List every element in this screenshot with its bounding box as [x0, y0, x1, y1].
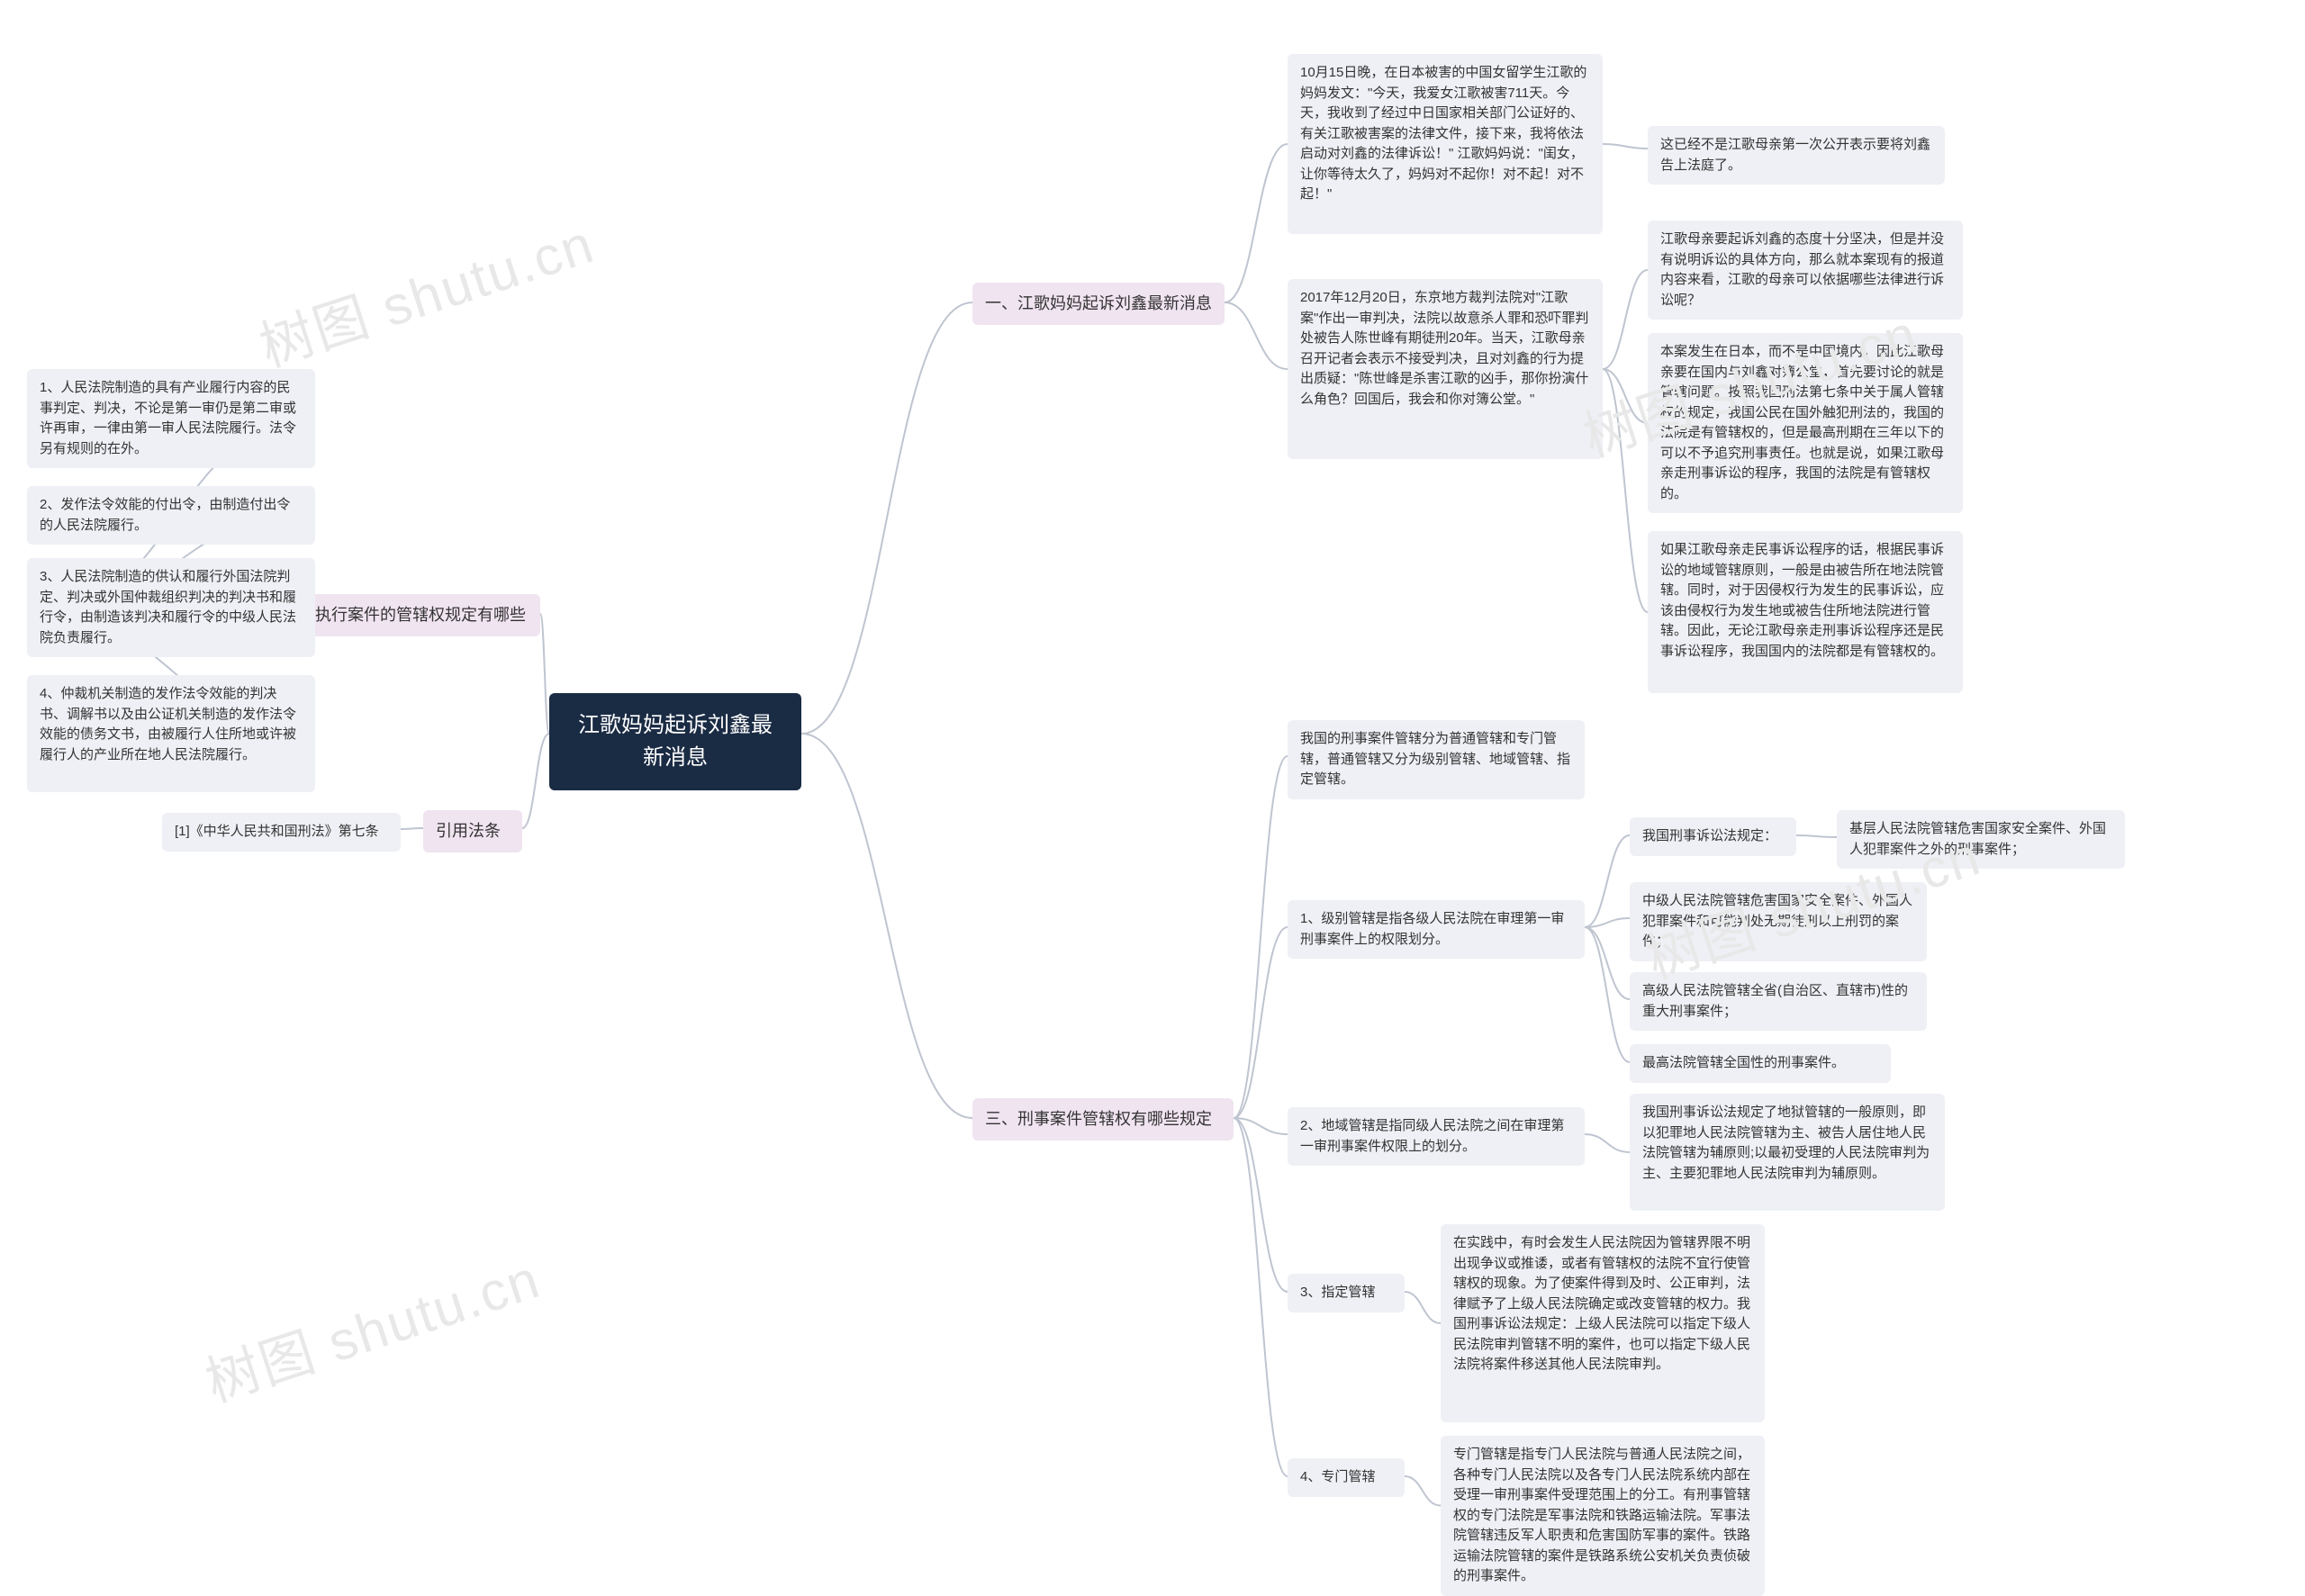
node-s4: 引用法条 [423, 810, 522, 852]
node-s3a: 1、级别管辖是指各级人民法院在审理第一审刑事案件上的权限划分。 [1288, 900, 1585, 959]
root-node: 江歌妈妈起诉刘鑫最新消息 [549, 693, 801, 790]
node-s3a2: 高级人民法院管辖全省(自治区、直辖市)性的重大刑事案件； [1630, 972, 1927, 1031]
watermark: 树图 shutu.cn [194, 1236, 549, 1418]
node-s1b: 2017年12月20日，东京地方裁判法院对"江歌案"作出一审判决，法院以故意杀人… [1288, 279, 1603, 459]
node-s3b: 2、地域管辖是指同级人民法院之间在审理第一审刑事案件权限上的划分。 [1288, 1107, 1585, 1166]
node-s4a: [1]《中华人民共和国刑法》第七条 [162, 813, 401, 852]
node-s2a: 1、人民法院制造的具有产业履行内容的民事判定、判决，不论是第一审仍是第二审或许再… [27, 369, 315, 468]
watermark: 树图 shutu.cn [249, 201, 603, 383]
node-s1a1: 这已经不是江歌母亲第一次公开表示要将刘鑫告上法庭了。 [1648, 126, 1945, 185]
node-s1b3: 如果江歌母亲走民事诉讼程序的话，根据民事诉讼的地域管辖原则，一般是由被告所在地法… [1648, 531, 1963, 693]
node-s3a0a: 基层人民法院管辖危害国家安全案件、外国人犯罪案件之外的刑事案件； [1837, 810, 2125, 869]
node-s3a1: 中级人民法院管辖危害国家安全案件、外国人犯罪案件和可能判处无期徒刑以上刑罚的案件… [1630, 882, 1927, 961]
node-s3d1: 专门管辖是指专门人民法院与普通人民法院之间，各种专门人民法院以及各专门人民法院系… [1441, 1436, 1765, 1596]
node-s2d: 4、仲裁机关制造的发作法令效能的判决书、调解书以及由公证机关制造的发作法令效能的… [27, 675, 315, 792]
node-s3c: 3、指定管辖 [1288, 1274, 1405, 1312]
node-s3b1: 我国刑事诉讼法规定了地狱管辖的一般原则，即以犯罪地人民法院管辖为主、被告人居住地… [1630, 1094, 1945, 1211]
node-s3a0: 我国刑事诉讼法规定： [1630, 817, 1796, 856]
node-s1: 一、江歌妈妈起诉刘鑫最新消息 [972, 283, 1225, 325]
node-s3c1: 在实践中，有时会发生人民法院因为管辖界限不明出现争议或推诿，或者有管辖权的法院不… [1441, 1224, 1765, 1422]
node-s3a3: 最高法院管辖全国性的刑事案件。 [1630, 1044, 1891, 1083]
node-s1b2: 本案发生在日本，而不是中国境内，因此江歌母亲要在国内与刘鑫对簿公堂，首先要讨论的… [1648, 333, 1963, 513]
node-s3: 三、刑事案件管辖权有哪些规定 [972, 1098, 1234, 1141]
node-s3i: 我国的刑事案件管辖分为普通管辖和专门管辖，普通管辖又分为级别管辖、地域管辖、指定… [1288, 720, 1585, 799]
node-s2b: 2、发作法令效能的付出令，由制造付出令的人民法院履行。 [27, 486, 315, 545]
node-s2c: 3、人民法院制造的供认和履行外国法院判定、判决或外国仲裁组织判决的判决书和履行令… [27, 558, 315, 657]
node-s3d: 4、专门管辖 [1288, 1458, 1405, 1497]
node-s1a: 10月15日晚，在日本被害的中国女留学生江歌的妈妈发文："今天，我爱女江歌被害7… [1288, 54, 1603, 234]
node-s1b1: 江歌母亲要起诉刘鑫的态度十分坚决，但是并没有说明诉讼的具体方向，那么就本案现有的… [1648, 221, 1963, 320]
